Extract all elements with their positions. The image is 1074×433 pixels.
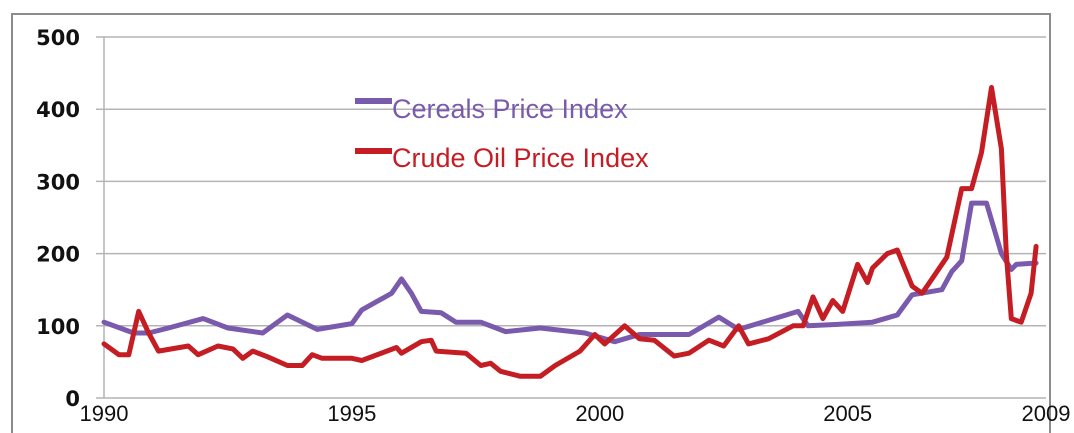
y-tick-label: 300 [36,170,80,194]
y-tick-label: 200 [36,243,80,267]
x-tick-label: 2005 [823,401,872,425]
legend-label-cereals: Cereals Price Index [392,94,628,124]
y-axis-ticks: 0 100 200 300 400 500 [36,26,80,411]
gridlines [96,36,1046,399]
series-line-cereals [101,200,1039,345]
x-tick-label: 2000 [575,401,624,425]
x-tick-label: 1995 [327,401,376,425]
legend-label-crude-oil: Crude Oil Price Index [392,143,649,173]
y-tick-label: 100 [36,315,80,339]
x-tick-label: 2009 [1022,401,1071,425]
y-tick-label: 500 [36,26,80,50]
y-tick-label: 400 [36,98,80,122]
x-axis-ticks: 1990 1995 2000 2005 2009 [80,401,1071,425]
x-tick-label: 1990 [80,401,129,425]
series-lines [101,85,1039,379]
legend: Cereals Price Index Crude Oil Price Inde… [355,94,649,173]
y-tick-label: 0 [65,387,80,411]
series-line-crude-oil [101,85,1039,379]
chart-frame [11,13,1051,433]
